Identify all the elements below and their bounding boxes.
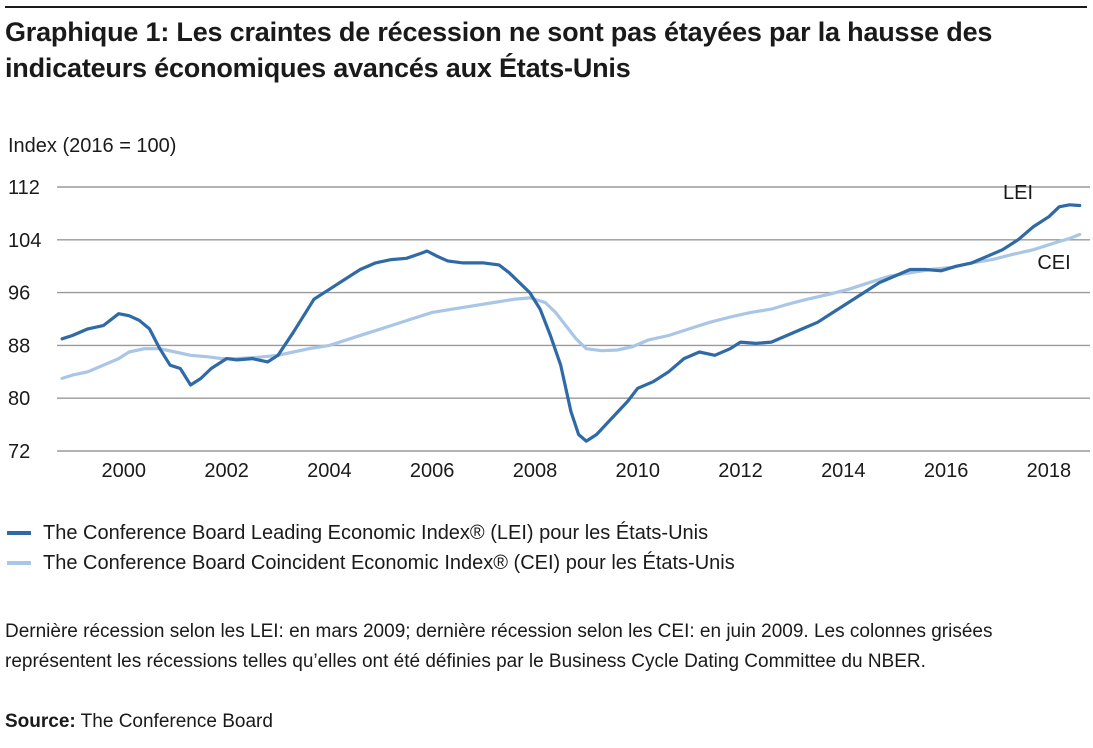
x-tick-label-2002: 2002	[204, 460, 249, 482]
series-line-cei	[60, 232, 1082, 380]
chart-title-line-1: Graphique 1: Les craintes de récession n…	[5, 17, 993, 47]
series-label-lei: LEI	[1003, 182, 1033, 204]
y-tick-label-88: 88	[8, 335, 30, 357]
y-axis-title: Index (2016 = 100)	[8, 135, 176, 157]
legend-item-cei: The Conference Board Coincident Economic…	[7, 548, 735, 578]
x-tick-label-2012: 2012	[718, 460, 763, 482]
legend-label-cei: The Conference Board Coincident Economic…	[43, 551, 735, 574]
legend-swatch-lei	[7, 531, 31, 535]
x-tick-label-2018: 2018	[1027, 460, 1072, 482]
series-line-lei	[60, 203, 1082, 443]
top-rule	[5, 6, 1087, 8]
series-label-cei: CEI	[1037, 252, 1070, 274]
chart-legend: The Conference Board Leading Economic In…	[7, 518, 735, 578]
x-tick-label-2016: 2016	[924, 460, 969, 482]
x-tick-label-2000: 2000	[102, 460, 147, 482]
x-tick-label-2008: 2008	[513, 460, 558, 482]
x-tick-label-2010: 2010	[615, 460, 660, 482]
y-tick-label-112: 112	[8, 177, 40, 199]
y-tick-label-96: 96	[8, 283, 30, 305]
y-tick-label-80: 80	[8, 388, 30, 410]
source-text: The Conference Board	[75, 711, 273, 732]
line-chart: Index (2016 = 100) 72 80 88 96 104 112 2000 2002…	[8, 135, 1090, 482]
source-label: Source:	[5, 711, 76, 732]
legend-swatch-cei	[7, 561, 31, 565]
chart-title: Graphique 1: Les craintes de récession n…	[5, 14, 1087, 86]
y-tick-label-72: 72	[8, 441, 30, 463]
source-line: Source: The Conference Board	[5, 707, 273, 737]
chart-title-line-2: indicateurs économiques avancés aux État…	[5, 53, 631, 83]
y-tick-label-104: 104	[8, 230, 41, 252]
x-tick-label-2004: 2004	[307, 460, 352, 482]
x-tick-label-2014: 2014	[821, 460, 866, 482]
legend-label-lei: The Conference Board Leading Economic In…	[43, 521, 709, 544]
legend-item-lei: The Conference Board Leading Economic In…	[7, 518, 735, 548]
x-tick-label-2006: 2006	[410, 460, 455, 482]
chart-footnote: Dernière récession selon les LEI: en mar…	[5, 621, 993, 672]
